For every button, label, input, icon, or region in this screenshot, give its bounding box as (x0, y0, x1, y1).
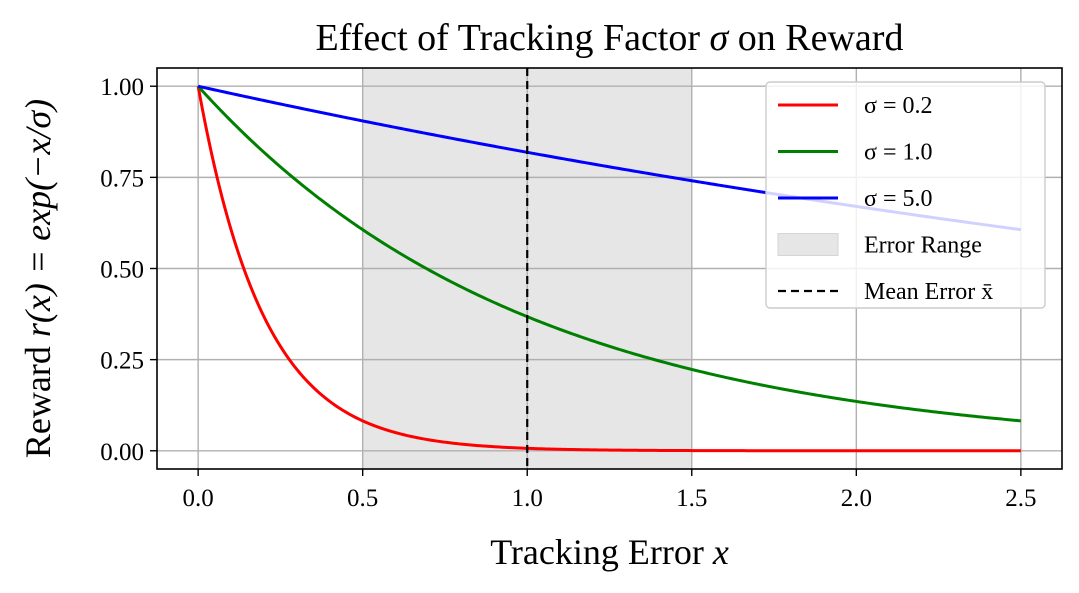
x-tick-label: 1.0 (512, 485, 543, 512)
y-tick-label: 1.00 (100, 74, 144, 101)
y-axis-title-math: r(x) = exp(−x/σ) (18, 99, 58, 337)
x-tick-label: 2.5 (1005, 485, 1036, 512)
y-tick-label: 0.75 (100, 165, 144, 192)
series-line-sigma-0.2 (196, 85, 1021, 453)
legend-label: σ = 5.0 (864, 186, 932, 212)
legend-label: Error Range (864, 233, 982, 259)
x-axis-title-text: Tracking Error (490, 532, 713, 572)
legend-label: σ = 0.2 (864, 93, 932, 119)
legend-label: Mean Error x̄ (864, 279, 993, 305)
chart-title: Effect of Tracking Factor σ on Reward (316, 17, 904, 59)
series-line-sigma-1 (197, 85, 1021, 423)
chart-title-text: on Reward (728, 17, 903, 59)
y-axis-title-text: Reward (18, 337, 58, 458)
x-tick-label: 2.0 (841, 485, 872, 512)
x-axis-title-var: x (712, 532, 729, 572)
x-tick-label: 0.0 (183, 485, 214, 512)
y-tick-label: 0.00 (100, 439, 144, 466)
y-axis-title: Reward r(x) = exp(−x/σ) (18, 99, 58, 458)
y-tick-label: 0.25 (100, 348, 144, 375)
y-tick-label: 0.50 (100, 257, 144, 284)
legend-label: σ = 1.0 (864, 140, 932, 166)
x-axis-title: Tracking Error x (490, 532, 729, 572)
x-tick-label: 1.5 (676, 485, 707, 512)
chart-title-symbol: σ (710, 17, 730, 59)
x-tick-label: 0.5 (347, 485, 378, 512)
chart-title-text: Effect of Tracking Factor (316, 17, 710, 59)
legend-handle-patch (777, 233, 839, 256)
